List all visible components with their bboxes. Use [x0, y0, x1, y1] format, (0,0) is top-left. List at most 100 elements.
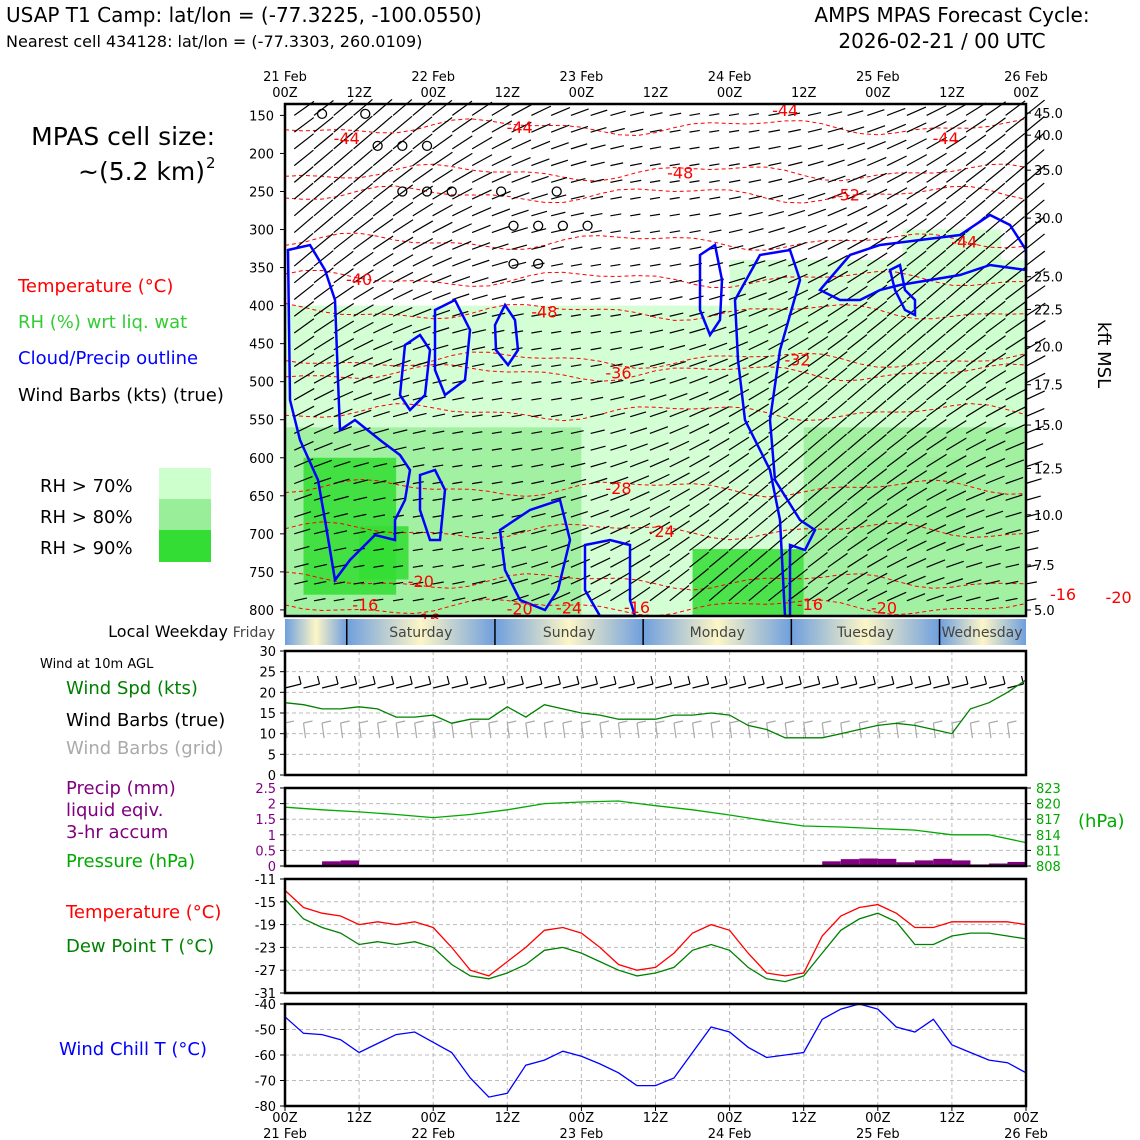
- wind-barb: [491, 530, 505, 535]
- wind-barb: [432, 134, 453, 150]
- wind-barb: [610, 363, 623, 368]
- wind-barb: [570, 413, 583, 418]
- wind-barb: [313, 407, 334, 418]
- grid-wind-barb: [469, 722, 473, 739]
- wind-barb: [452, 258, 471, 267]
- isotherm-label: -16: [797, 595, 823, 614]
- forecast-label: AMPS MPAS Forecast Cycle:: [814, 3, 1089, 27]
- wind-barb: [491, 579, 507, 585]
- wind-barb: [1005, 441, 1025, 451]
- wind-barb: [985, 440, 1006, 451]
- calm-wind-circle: [533, 220, 544, 231]
- windchill-label: Wind Chill T (°C): [59, 1039, 207, 1060]
- wind-barb: [965, 166, 986, 183]
- wind-barb: [669, 246, 681, 250]
- top-date-label: 26 Feb: [1004, 70, 1048, 85]
- wind-barb: [669, 520, 690, 535]
- wind-barb: [452, 275, 471, 284]
- wind-barb: [630, 263, 641, 267]
- wind-barb: [491, 464, 503, 468]
- wind-barb: [649, 553, 671, 568]
- wind-barb: [669, 536, 690, 552]
- wind-barb: [570, 397, 583, 401]
- wind-barb: [649, 489, 670, 501]
- wind-barb: [610, 508, 630, 518]
- wind-barb: [570, 246, 583, 250]
- wind-barb: [1005, 529, 1021, 535]
- wind-barb: [491, 155, 512, 167]
- calm-wind-circle: [582, 220, 593, 231]
- calm-wind-circle: [508, 220, 519, 231]
- wind-barb: [649, 394, 667, 401]
- wind-barb: [531, 105, 552, 116]
- wind-barb: [669, 279, 682, 284]
- wind-barb: [1005, 116, 1026, 133]
- wind-barb: [432, 151, 453, 167]
- wind-barb: [551, 330, 562, 334]
- wind-barb: [412, 238, 434, 250]
- wind-barb: [669, 328, 685, 334]
- wind-barb: [353, 374, 373, 384]
- wind-barb: [471, 564, 485, 568]
- wind-barb: [373, 445, 389, 451]
- wind-barb: [1025, 512, 1041, 518]
- temp-label: Temperature (°C): [65, 902, 221, 923]
- wind-barb: [787, 534, 808, 552]
- wind-barb: [293, 182, 314, 200]
- right-axis-title: kft MSL: [1093, 322, 1114, 388]
- true-wind-barb: [414, 683, 431, 689]
- true-wind-barb: [284, 683, 302, 689]
- wind-barb: [630, 128, 644, 133]
- wind-barb: [807, 160, 824, 167]
- wind-barb: [886, 187, 908, 200]
- height-tick-label: 17.5: [1034, 379, 1063, 394]
- wind-barb: [412, 99, 433, 116]
- wind-barb: [906, 418, 927, 434]
- top-hour-tick-label: 12Z: [643, 86, 669, 101]
- grid-wind-barb-flag: [655, 720, 665, 724]
- y-tick-label: 0: [268, 860, 276, 875]
- wind-barb: [432, 99, 453, 116]
- legend-rh90: RH > 90%: [40, 538, 133, 559]
- site-title: USAP T1 Camp: lat/lon = (-77.3225, -100.…: [6, 3, 482, 27]
- wind-barb: [689, 423, 710, 434]
- pressure-tick-label: 817: [1036, 813, 1061, 828]
- wind-barb: [708, 422, 730, 434]
- wind-barb: [511, 447, 523, 451]
- wind-barb: [906, 522, 927, 535]
- calm-wind-circle: [495, 186, 507, 197]
- wind-barb: [728, 567, 749, 585]
- wind-barb: [1005, 459, 1025, 468]
- wind-barb: [471, 294, 488, 301]
- wind-barb: [985, 182, 1006, 200]
- wind-barb: [788, 145, 802, 150]
- wind-barb: [669, 180, 680, 183]
- time-height-panel: -44 -44 -44 -44 -48 -52 -48 -44 -40 -36 -32 -28 -24 -…: [249, 98, 1132, 629]
- wind-barb: [748, 584, 769, 602]
- wind-barb: [630, 313, 642, 317]
- wind-barb: [728, 113, 740, 117]
- weekday-name: Monday: [690, 625, 745, 641]
- y-tick-label: -60: [255, 1049, 276, 1064]
- wind-barb: [807, 224, 827, 234]
- wind-barb: [708, 374, 729, 384]
- wind-barb: [827, 351, 848, 367]
- wind-barb: [373, 375, 392, 384]
- wind-barb: [965, 386, 987, 401]
- wind-barb: [728, 212, 742, 217]
- wind-barb: [728, 129, 740, 133]
- wind-barb: [649, 410, 668, 418]
- wind-barb: [551, 463, 565, 468]
- wind-barb: [373, 410, 390, 418]
- wind-barb: [788, 161, 803, 167]
- wind-barb: [787, 585, 809, 602]
- wind-barb: [985, 352, 1007, 367]
- wind-barb: [728, 534, 749, 552]
- wind-barb: [630, 111, 645, 116]
- top-hour-tick-label: 00Z: [420, 86, 446, 101]
- wind-barb: [313, 149, 334, 167]
- wind-barb: [886, 556, 908, 568]
- wind-barb: [491, 447, 503, 451]
- wind-barb: [1005, 580, 1019, 585]
- wind-barb: [649, 505, 671, 518]
